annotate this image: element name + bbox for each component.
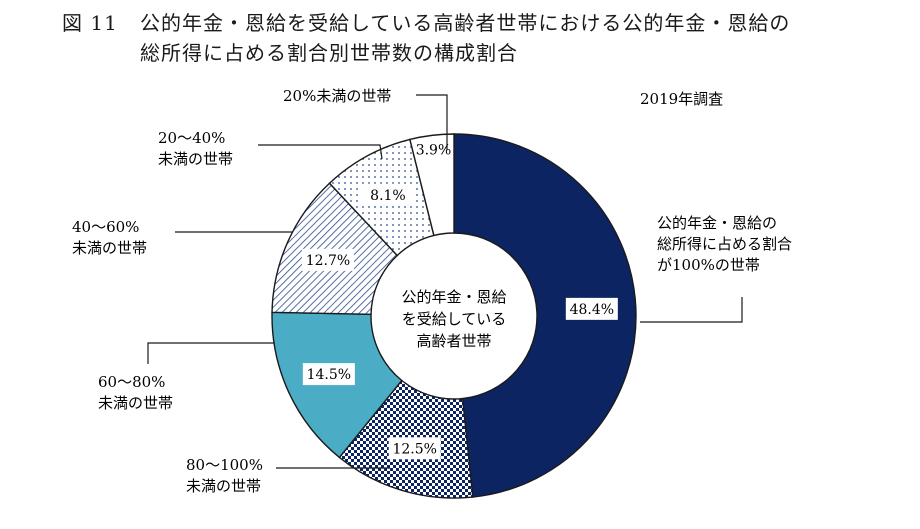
- category-label-60-80pct: 60〜80% 未満の世帯: [98, 373, 173, 412]
- figure-number: 図 11: [62, 11, 118, 35]
- category-label-line: 未満の世帯: [98, 394, 173, 412]
- value-label-100pct: 48.4%: [565, 297, 618, 320]
- slices-group: [271, 133, 637, 499]
- category-label-40-60pct: 40〜60% 未満の世帯: [72, 218, 147, 257]
- leader-line-100pct: [640, 297, 743, 323]
- value-text-20-40pct: 8.1%: [370, 188, 406, 204]
- value-label-20-40pct: 8.1%: [361, 183, 414, 206]
- value-text-under-20pct: 3.9%: [416, 142, 452, 158]
- category-label-20-40pct: 20〜40% 未満の世帯: [158, 129, 233, 168]
- value-label-80-100pct: 12.5%: [388, 437, 441, 460]
- figure-title: 図 11 公的年金・恩給を受給している高齢者世帯における公的年金・恩給の 総所得に…: [62, 8, 882, 68]
- leader-line-under-20pct: [416, 94, 448, 150]
- category-label-line: 20%未満の世帯: [283, 87, 391, 105]
- category-label-line: 80〜100%: [186, 456, 263, 474]
- category-label-line: 未満の世帯: [186, 477, 261, 495]
- slice-under-20pct: [409, 133, 455, 237]
- category-label-line: 未満の世帯: [72, 239, 147, 257]
- category-label-line: 公的年金・恩給の: [657, 214, 777, 232]
- value-text-100pct: 48.4%: [570, 302, 614, 318]
- center-label-line: 公的年金・恩給: [401, 288, 506, 306]
- value-label-60-80pct: 14.5%: [302, 363, 355, 386]
- leader-lines: [147, 94, 743, 469]
- title-line-1: 公的年金・恩給を受給している高齢者世帯における公的年金・恩給の: [140, 11, 791, 35]
- category-label-line: 総所得に占める割合: [657, 235, 792, 253]
- value-label-under-20pct: 3.9%: [416, 142, 452, 158]
- value-label-40-60pct: 12.7%: [301, 248, 354, 271]
- category-label-100pct: 公的年金・恩給の総所得に占める割合が100%の世帯: [657, 214, 792, 274]
- center-label-line: 高齢者世帯: [416, 332, 491, 350]
- leader-line-60-80pct: [147, 342, 274, 364]
- leader-line-20-40pct: [258, 144, 383, 160]
- category-label-line: 60〜80%: [98, 373, 165, 391]
- value-text-80-100pct: 12.5%: [392, 441, 436, 457]
- slice-100pct: [453, 133, 637, 498]
- category-label-80-100pct: 80〜100% 未満の世帯: [186, 456, 263, 495]
- category-label-line: 40〜60%: [72, 218, 139, 236]
- survey-year-note: 2019年調査: [640, 90, 723, 108]
- category-labels: 公的年金・恩給の総所得に占める割合が100%の世帯80〜100%未満の世帯60〜…: [72, 87, 792, 495]
- value-text-60-80pct: 14.5%: [307, 367, 351, 383]
- center-label-line: を受給している: [402, 310, 507, 328]
- title-line-2: 総所得に占める割合別世帯数の構成割合: [140, 41, 518, 65]
- center-label: 公的年金・恩給を受給している高齢者世帯: [401, 288, 506, 350]
- category-label-under-20pct: 20%未満の世帯: [283, 87, 391, 105]
- value-labels: 48.4% 12.5% 14.5% 12.7% 8.1% 3.9%: [301, 142, 618, 460]
- category-label-line: が100%の世帯: [657, 256, 760, 274]
- category-label-line: 未満の世帯: [158, 150, 233, 168]
- category-label-line: 20〜40%: [158, 129, 225, 147]
- value-text-40-60pct: 12.7%: [306, 253, 350, 269]
